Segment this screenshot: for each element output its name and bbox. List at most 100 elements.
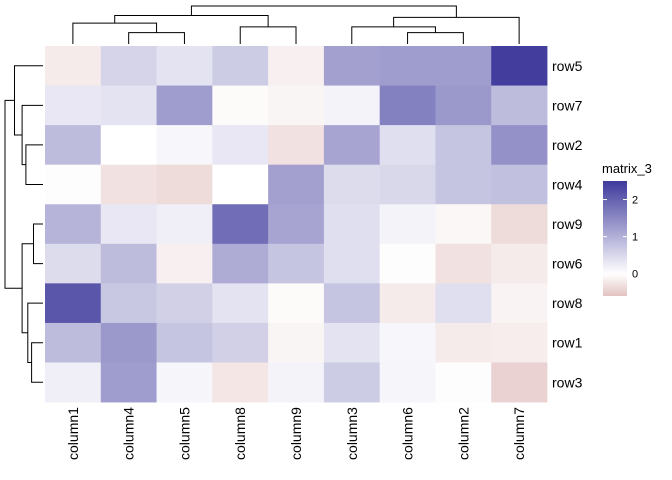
row-label-row9: row9 (552, 216, 583, 232)
heatmap-cell-row8-column1 (45, 283, 102, 324)
heatmap-cell-row4-column5 (156, 164, 213, 205)
heatmap-cell-row5-column3 (323, 46, 381, 86)
row-label-row6: row6 (552, 256, 583, 272)
heatmap-cell-row7-column9 (268, 85, 325, 126)
heatmap-cell-row9-column4 (100, 204, 157, 245)
row-dendrogram-branch (14, 65, 43, 136)
heatmap-cell-row6-column9 (268, 243, 325, 284)
heatmap-cell-row6-column1 (45, 243, 102, 284)
heatmap-cell-row8-column9 (268, 283, 325, 324)
heatmap-cell-row8-column6 (379, 283, 436, 324)
column-dendrogram-branch (114, 15, 269, 27)
heatmap-cell-row5-column9 (268, 46, 325, 86)
column-dendrogram-branch (72, 22, 158, 44)
row-dendrogram-branch (27, 302, 43, 363)
heatmap-cell-row6-column4 (100, 243, 157, 284)
heatmap-cell-row9-column2 (435, 204, 492, 245)
heatmap-cell-row8-column8 (212, 283, 269, 324)
column-dendrogram-branch (239, 26, 297, 44)
heatmap-cell-row1-column2 (435, 322, 492, 363)
heatmap-cell-row1-column6 (379, 322, 436, 363)
heatmap-cell-row2-column3 (323, 125, 381, 166)
row-labels: row5 row7 row2 row4 row9 row6 row8 row1 row3 (552, 58, 583, 390)
heatmap-cell-row4-column6 (379, 164, 436, 205)
row-label-row7: row7 (552, 97, 583, 113)
heatmap-cell-row1-column4 (100, 322, 157, 363)
legend-ticks: 2 1 0 (603, 195, 638, 281)
heatmap-cell-row3-column8 (212, 362, 269, 403)
row-dendrogram (4, 65, 43, 383)
heatmap-cell-row1-column1 (45, 322, 102, 363)
heatmap-cell-row9-column7 (491, 204, 548, 245)
heatmap-cell-row6-column6 (379, 243, 436, 284)
legend-title: matrix_3 (602, 161, 652, 176)
heatmap-cell-row6-column2 (435, 243, 492, 284)
column-dendrogram-branch (190, 5, 457, 18)
legend-color-bar (603, 181, 627, 296)
heatmap-cell-row8-column5 (156, 283, 213, 324)
heatmap-cell-row6-column3 (323, 243, 381, 284)
row-label-row1: row1 (552, 335, 583, 351)
heatmap-cell-row4-column4 (100, 164, 157, 205)
column-label-column1: column1 (65, 407, 81, 460)
color-legend: matrix_3 2 1 0 (602, 161, 652, 296)
row-dendrogram-branch (4, 99, 23, 289)
heatmap-cell-row9-column8 (212, 204, 269, 245)
heatmap-cell-row5-column8 (212, 46, 269, 86)
heatmap-cell-row5-column7 (491, 46, 548, 86)
heatmap-cell-row9-column1 (45, 204, 102, 245)
heatmap-cell-row3-column3 (323, 362, 381, 403)
heatmap-cell-row9-column6 (379, 204, 436, 245)
row-dendrogram-branch (25, 144, 43, 185)
heatmap-cell-row8-column7 (491, 283, 548, 324)
column-label-column9: column9 (288, 407, 304, 460)
heatmap-cell-row9-column3 (323, 204, 381, 245)
heatmap-cell-row7-column8 (212, 85, 269, 126)
heatmap-cell-row4-column1 (45, 164, 102, 205)
heatmap-cell-row2-column8 (212, 125, 269, 166)
heatmap-cell-row2-column5 (156, 125, 213, 166)
heatmap-cell-row4-column7 (491, 164, 548, 205)
heatmap-cell-row3-column1 (45, 362, 102, 403)
heatmap-cell-row2-column6 (379, 125, 436, 166)
heatmap-cell-row6-column8 (212, 243, 269, 284)
column-dendrogram-branch (407, 32, 464, 44)
heatmap-cell-row3-column5 (156, 362, 213, 403)
heatmap-cell-row3-column2 (435, 362, 492, 403)
heatmap-cell-row1-column3 (323, 322, 381, 363)
heatmap-cell-row9-column9 (268, 204, 325, 245)
column-dendrogram-branch (393, 16, 520, 44)
column-dendrogram (72, 5, 520, 44)
heatmap-cells (45, 46, 548, 403)
column-label-column2: column2 (455, 407, 471, 460)
column-label-column3: column3 (344, 407, 360, 460)
row-dendrogram-branch (33, 223, 43, 265)
row-label-row8: row8 (552, 295, 583, 311)
heatmap-cell-row5-column2 (435, 46, 492, 86)
heatmap-cell-row1-column9 (268, 322, 325, 363)
column-label-column7: column7 (511, 407, 527, 460)
heatmap-cell-row3-column7 (491, 362, 548, 403)
heatmap-cell-row3-column6 (379, 362, 436, 403)
legend-tick-label: 2 (632, 195, 638, 207)
heatmap-cell-row1-column8 (212, 322, 269, 363)
column-label-column8: column8 (232, 407, 248, 460)
heatmap-cell-row2-column2 (435, 125, 492, 166)
heatmap-cell-row3-column4 (100, 362, 157, 403)
column-label-column4: column4 (121, 407, 137, 460)
heatmap-cell-row7-column2 (435, 85, 492, 126)
row-dendrogram-branch (21, 104, 43, 166)
heatmap-cell-row2-column9 (268, 125, 325, 166)
column-labels: column1 column4 column5 column8 column9 colum… (65, 407, 527, 460)
heatmap-cell-row5-column5 (156, 46, 213, 86)
heatmap-cell-row7-column3 (323, 85, 381, 126)
heatmap-cell-row2-column1 (45, 125, 102, 166)
row-label-row4: row4 (552, 176, 583, 192)
heatmap-cell-row8-column2 (435, 283, 492, 324)
heatmap-cell-row7-column7 (491, 85, 548, 126)
column-label-column5: column5 (176, 407, 192, 460)
heatmap-cell-row7-column1 (45, 85, 102, 126)
row-label-row3: row3 (552, 374, 583, 390)
heatmap-cell-row4-column2 (435, 164, 492, 205)
